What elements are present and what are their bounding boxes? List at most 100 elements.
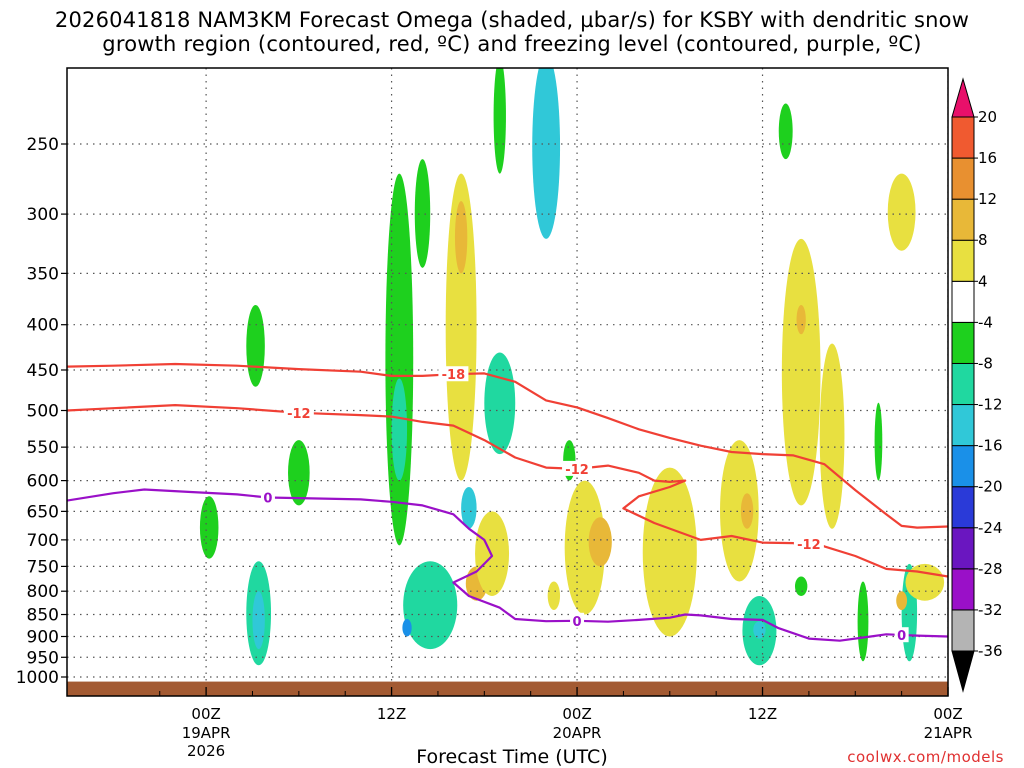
colorbar-label-0: -36 (978, 642, 1003, 660)
contour-line-1 (67, 404, 825, 548)
colorbar-box-11 (951, 157, 975, 200)
y-tick-label-500: 500 (27, 402, 59, 422)
contour-labels: -18 -12 -12 -12 0 0 0 (260, 366, 909, 644)
colorbar-box-5 (951, 404, 975, 447)
colorbar-label-2: -28 (978, 560, 1003, 578)
colorbar-label-13: 20 (978, 108, 997, 126)
contour-label-bg-2 (562, 460, 593, 476)
omega-blob-32 (781, 238, 821, 506)
colorbar-label-9: 4 (978, 272, 988, 290)
contour-label-1: -12 (287, 407, 311, 422)
colorbar-box-1 (951, 568, 975, 611)
omega-blob-35 (887, 173, 916, 251)
contour-line-0 (67, 362, 948, 529)
x-tick-label-1: 12Z (377, 705, 406, 723)
colorbar-box-6 (951, 362, 975, 406)
y-axis: 2503003504004505005506006507007508008509… (16, 135, 67, 688)
x-tick-sublabel-4-0: 21APR (924, 724, 973, 742)
omega-blob-23 (445, 173, 477, 481)
colorbar-box-7 (951, 321, 975, 364)
contour-label-bg-6 (894, 627, 909, 643)
colorbar-label-1: -32 (978, 601, 1003, 619)
colorbar-label-12: 16 (978, 149, 997, 167)
colorbar-label-4: -20 (978, 478, 1003, 496)
omega-blob-31 (740, 493, 754, 529)
omega-blob-19 (874, 402, 883, 481)
y-tick-label-250: 250 (27, 135, 59, 155)
colorbar-label-6: -12 (978, 396, 1003, 414)
x-tick-label-2: 00Z (562, 705, 591, 723)
omega-blob-1 (288, 440, 310, 506)
y-tick-label-450: 450 (27, 361, 59, 381)
x-tick-label-3: 12Z (748, 705, 777, 723)
colorbar-label-5: -16 (978, 437, 1003, 455)
contour-label-bg-5 (570, 612, 585, 628)
terrain-surface (67, 681, 948, 696)
gridlines (67, 68, 948, 696)
y-tick-label-600: 600 (27, 472, 59, 492)
contour-line-2 (793, 542, 948, 578)
y-tick-label-850: 850 (27, 606, 59, 626)
x-tick-sublabel-2-0: 20APR (553, 724, 602, 742)
colorbar-label-7: -8 (978, 354, 993, 372)
colorbar-bottom-triangle (951, 650, 975, 693)
omega-blob-30 (720, 440, 759, 582)
y-tick-label-550: 550 (27, 438, 59, 458)
y-tick-label-950: 950 (27, 648, 59, 668)
omega-blob-18 (794, 576, 808, 596)
omega-blob-20 (857, 581, 869, 662)
y-tick-label-800: 800 (27, 582, 59, 602)
colorbar-label-11: 12 (978, 190, 997, 208)
contour-label-4: 0 (263, 492, 272, 507)
contour-label-bg-0 (438, 366, 469, 382)
omega-blob-0 (246, 304, 265, 387)
omega-blob-2 (199, 496, 219, 559)
colorbar-box-8 (951, 280, 975, 323)
colorbar-label-3: -24 (978, 519, 1003, 537)
contour-label-bg-3 (793, 536, 824, 552)
x-axis-title: Forecast Time (UTC) (416, 746, 608, 768)
contour-label-2: -12 (565, 463, 589, 478)
colorbar-top-triangle (951, 77, 975, 118)
colorbar: -36 -32 -28 -24 -20 -16 -12 -8 -4 4 8 12 16 20 (951, 77, 1003, 693)
y-tick-label-300: 300 (27, 205, 59, 225)
omega-blob-5 (385, 173, 414, 546)
omega-blob-15 (778, 103, 793, 160)
contour-label-bg-4 (260, 489, 275, 505)
colorbar-box-9 (951, 239, 975, 282)
x-tick-sublabel-0-1: 2026 (187, 742, 225, 760)
y-tick-label-650: 650 (27, 502, 59, 522)
credit-text: coolwx.com/models (847, 748, 1004, 766)
x-tick-label-4: 00Z (933, 705, 962, 723)
colorbar-box-4 (951, 445, 975, 488)
omega-blob-7 (403, 561, 458, 650)
omega-blob-8 (402, 619, 412, 637)
colorbar-box-3 (951, 486, 975, 529)
omega-blob-28 (588, 517, 612, 567)
colorbar-label-10: 8 (978, 231, 988, 249)
omega-blob-29 (642, 467, 697, 637)
omega-blob-34 (819, 343, 845, 529)
plot-frame (66, 67, 949, 697)
y-tick-label-750: 750 (27, 557, 59, 577)
omega-blob-13 (532, 68, 561, 239)
omega-blob-37 (905, 563, 945, 601)
colorbar-box-12 (951, 116, 975, 159)
contour-label-0: -18 (442, 368, 466, 383)
omega-blob-27 (564, 480, 605, 615)
omega-blob-24 (454, 201, 468, 274)
colorbar-box-0 (951, 609, 975, 652)
contour-label-3: -12 (797, 538, 821, 553)
omega-blob-38 (896, 591, 908, 610)
contour-label-bg-1 (283, 404, 314, 420)
temperature-contours (67, 362, 948, 642)
omega-blob-9 (461, 486, 477, 529)
y-tick-label-350: 350 (27, 264, 59, 284)
terrain-fill (67, 681, 948, 696)
chart-title-line-1: 2026041818 NAM3KM Forecast Omega (shaded… (54, 8, 970, 32)
omega-blob-12 (484, 352, 516, 455)
contour-line-3 (67, 488, 948, 642)
x-tick-label-0: 00Z (191, 705, 220, 723)
